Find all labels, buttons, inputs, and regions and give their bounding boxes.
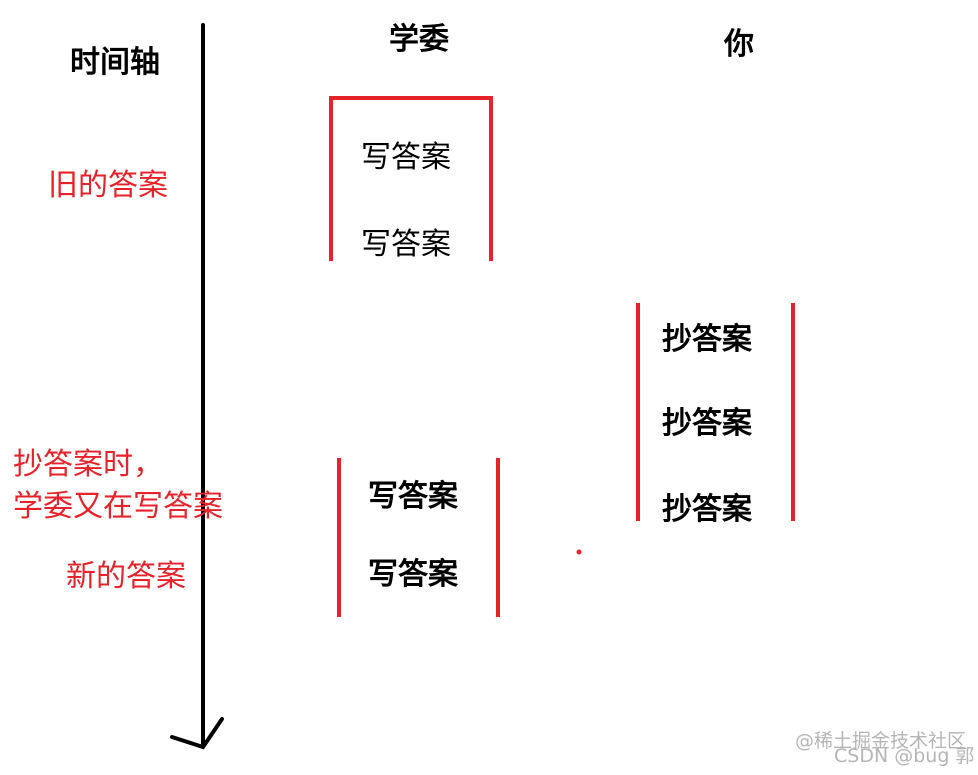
new-answer-box <box>337 458 500 617</box>
red-dot <box>576 549 582 555</box>
old-answer-box <box>329 96 493 261</box>
watermark-csdn: CSDN @bug 郭 <box>834 745 975 767</box>
watermark-juejin: @稀土掘金技术社区 <box>795 730 967 752</box>
annotation-new-answer: 新的答案 <box>66 559 186 594</box>
new-write-answer-1: 写答案 <box>368 479 458 514</box>
annotation-old-answer: 旧的答案 <box>48 168 168 203</box>
copy-answer-1: 抄答案 <box>662 322 752 357</box>
column-header-monitor: 学委 <box>389 22 449 57</box>
annotation-copying-line1: 抄答案时， <box>13 447 163 482</box>
copy-answer-2: 抄答案 <box>662 406 752 441</box>
copy-answer-3: 抄答案 <box>662 492 752 527</box>
column-header-you: 你 <box>724 27 754 62</box>
old-write-answer-2: 写答案 <box>361 227 451 262</box>
old-write-answer-1: 写答案 <box>361 140 451 175</box>
copy-answer-box <box>636 303 795 521</box>
new-write-answer-2: 写答案 <box>368 557 458 592</box>
axis-label: 时间轴 <box>70 45 160 80</box>
timeline-axis <box>170 23 224 750</box>
annotation-copying-line2: 学委又在写答案 <box>13 489 223 524</box>
